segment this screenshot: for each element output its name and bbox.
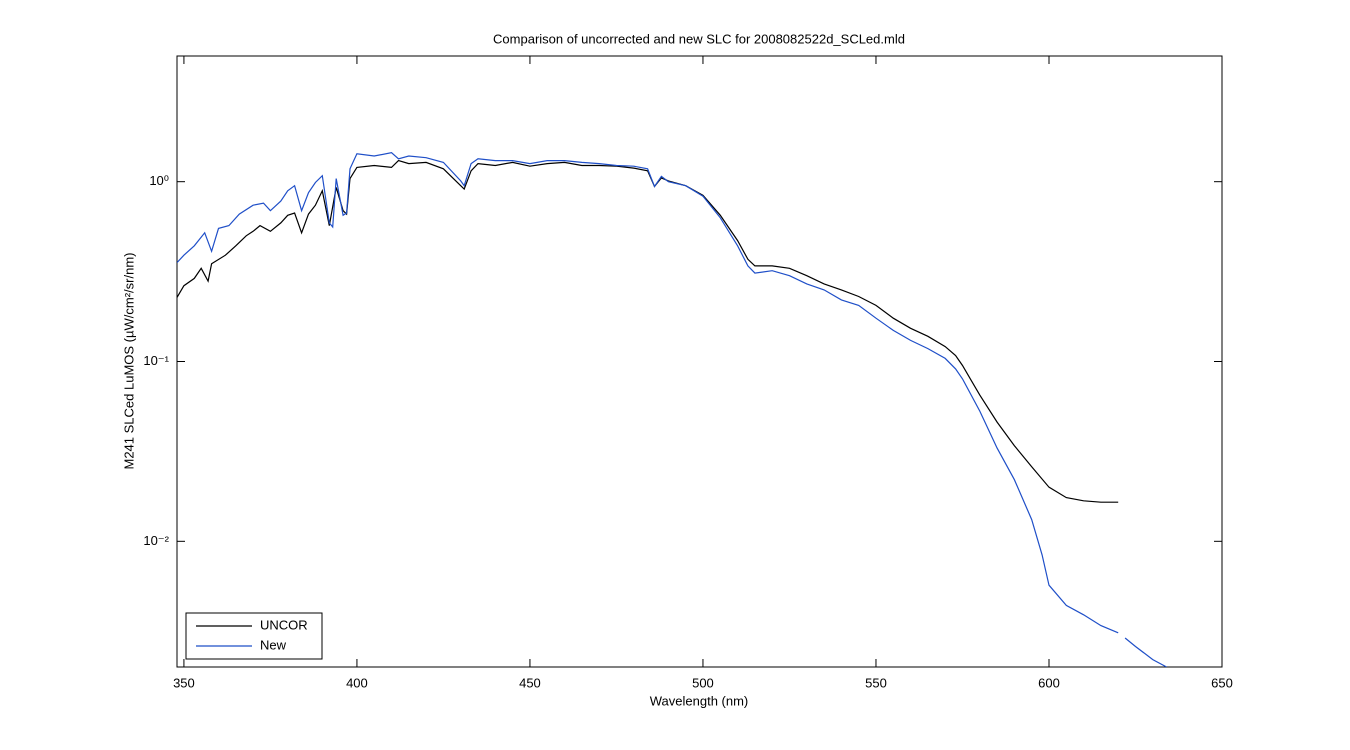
x-axis-label: Wavelength (nm) <box>650 693 749 708</box>
x-tick-label: 400 <box>346 675 368 690</box>
x-tick-label: 600 <box>1038 675 1060 690</box>
y-tick-label: 10⁰ <box>149 173 169 188</box>
x-tick-label: 350 <box>173 675 195 690</box>
x-tick-label: 650 <box>1211 675 1233 690</box>
series-line <box>177 152 1167 667</box>
x-tick-label: 500 <box>692 675 714 690</box>
y-tick-label: 10⁻¹ <box>143 353 169 368</box>
y-tick-label: 10⁻² <box>143 533 169 548</box>
legend-label: UNCOR <box>260 617 308 632</box>
y-axis-label: M241 SLCed LuMOS (µW/cm²/sr/nm) <box>121 253 136 470</box>
legend-label: New <box>260 637 287 652</box>
x-tick-label: 450 <box>519 675 541 690</box>
series-line <box>177 159 1119 503</box>
legend-box <box>185 612 323 660</box>
x-tick-label: 550 <box>865 675 887 690</box>
chart-title: Comparison of uncorrected and new SLC fo… <box>493 31 905 46</box>
lines <box>177 152 1167 667</box>
plot-area <box>176 55 1223 668</box>
